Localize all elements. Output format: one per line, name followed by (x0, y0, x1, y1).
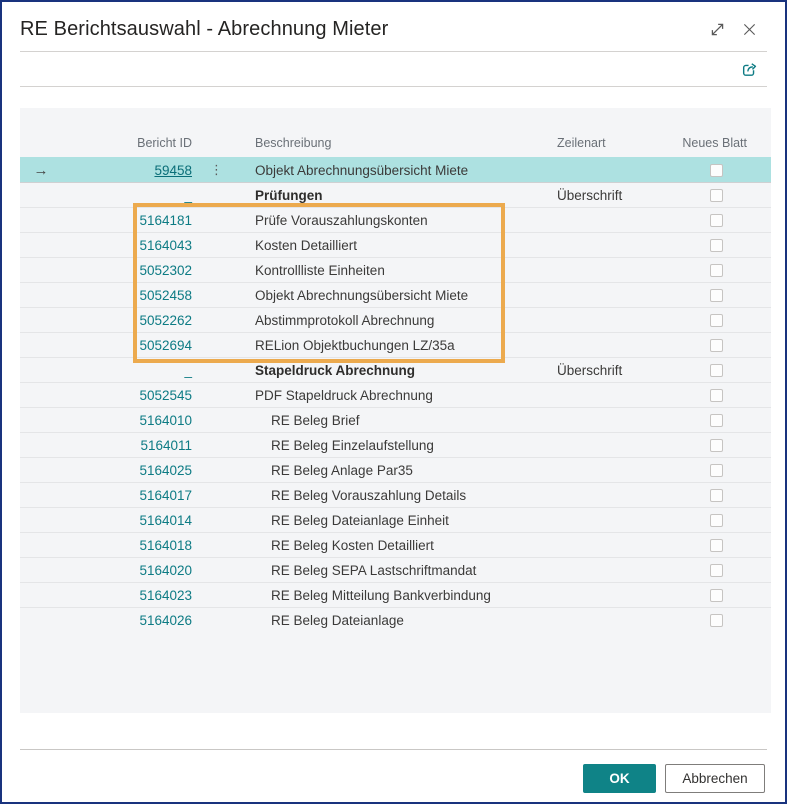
title-divider (20, 51, 767, 52)
neues-blatt-checkbox[interactable] (710, 238, 723, 252)
report-id-link[interactable]: 5164026 (139, 612, 192, 628)
report-id-link[interactable]: 59458 (154, 162, 192, 178)
report-id-link[interactable]: 5164020 (139, 562, 192, 578)
neues-blatt-checkbox[interactable] (710, 188, 723, 202)
neues-blatt-checkbox[interactable] (710, 488, 723, 502)
table-row[interactable]: _ Stapeldruck Abrechnung Überschrift (20, 357, 771, 382)
report-description: Kosten Detailliert (255, 237, 358, 253)
neues-blatt-checkbox[interactable] (710, 563, 723, 577)
report-table: Bericht ID Beschreibung Zeilenart Neues … (20, 108, 771, 713)
neues-blatt-checkbox[interactable] (710, 338, 723, 352)
report-id-link[interactable]: 5164010 (139, 412, 192, 428)
report-description: Prüfe Vorauszahlungskonten (255, 212, 428, 228)
report-description: RELion Objektbuchungen LZ/35a (255, 337, 455, 353)
footer-divider (20, 749, 767, 750)
report-description: RE Beleg Einzelaufstellung (271, 437, 434, 453)
table-row[interactable]: 5052262 Abstimmprotokoll Abrechnung (20, 307, 771, 332)
neues-blatt-checkbox[interactable] (710, 163, 723, 177)
report-id-link[interactable]: 5052545 (139, 387, 192, 403)
report-description: Abstimmprotokoll Abrechnung (255, 312, 435, 328)
expand-icon[interactable] (709, 21, 726, 38)
table-header-row: Bericht ID Beschreibung Zeilenart Neues … (20, 108, 771, 157)
report-description: RE Beleg SEPA Lastschriftmandat (271, 562, 477, 578)
close-icon[interactable] (742, 22, 757, 37)
neues-blatt-checkbox[interactable] (710, 588, 723, 602)
report-id-link[interactable]: 5052694 (139, 337, 192, 353)
toolbar-divider (20, 86, 767, 87)
table-row[interactable]: 5052458 Objekt Abrechnungsübersicht Miet… (20, 282, 771, 307)
table-row[interactable]: 5052545 PDF Stapeldruck Abrechnung (20, 382, 771, 407)
ok-button[interactable]: OK (583, 764, 656, 793)
neues-blatt-checkbox[interactable] (710, 463, 723, 477)
report-id-link[interactable]: 5164181 (139, 212, 192, 228)
table-row[interactable]: 5164026 RE Beleg Dateianlage (20, 607, 771, 632)
column-header-zeilenart[interactable]: Zeilenart (557, 136, 606, 150)
report-id-link[interactable]: 5164043 (139, 237, 192, 253)
table-row[interactable]: 5164043 Kosten Detailliert (20, 232, 771, 257)
table-row[interactable]: 5164017 RE Beleg Vorauszahlung Details (20, 482, 771, 507)
report-description: RE Beleg Vorauszahlung Details (271, 487, 467, 503)
column-header-bericht-id[interactable]: Bericht ID (137, 136, 192, 150)
neues-blatt-checkbox[interactable] (710, 213, 723, 227)
column-header-beschreibung[interactable]: Beschreibung (255, 136, 332, 150)
group-heading: Prüfungen (255, 187, 323, 203)
neues-blatt-checkbox[interactable] (710, 363, 723, 377)
table-row[interactable]: _ Prüfungen Überschrift (20, 182, 771, 207)
table-row[interactable]: 5164018 RE Beleg Kosten Detailliert (20, 532, 771, 557)
report-id-link[interactable]: 5052302 (139, 262, 192, 278)
table-row[interactable]: 5164023 RE Beleg Mitteilung Bankverbindu… (20, 582, 771, 607)
report-description: PDF Stapeldruck Abrechnung (255, 387, 433, 403)
neues-blatt-checkbox[interactable] (710, 538, 723, 552)
report-id-link[interactable]: 5052458 (139, 287, 192, 303)
table-row[interactable]: → 59458 ⋮ Objekt Abrechnungsübersicht Mi… (20, 157, 771, 182)
neues-blatt-checkbox[interactable] (710, 288, 723, 302)
table-row[interactable]: 5164011 RE Beleg Einzelaufstellung (20, 432, 771, 457)
table-row[interactable]: 5164025 RE Beleg Anlage Par35 (20, 457, 771, 482)
neues-blatt-checkbox[interactable] (710, 413, 723, 427)
cancel-button[interactable]: Abbrechen (665, 764, 765, 793)
neues-blatt-checkbox[interactable] (710, 438, 723, 452)
report-description: RE Beleg Dateianlage Einheit (271, 512, 449, 528)
table-row[interactable]: 5164020 RE Beleg SEPA Lastschriftmandat (20, 557, 771, 582)
report-description: RE Beleg Anlage Par35 (271, 462, 413, 478)
report-description: RE Beleg Mitteilung Bankverbindung (271, 587, 491, 603)
table-row[interactable]: 5164010 RE Beleg Brief (20, 407, 771, 432)
table-row[interactable]: 5052694 RELion Objektbuchungen LZ/35a (20, 332, 771, 357)
report-id-link[interactable]: _ (184, 362, 192, 378)
neues-blatt-checkbox[interactable] (710, 613, 723, 627)
report-description: RE Beleg Brief (271, 412, 360, 428)
report-id-link[interactable]: 5164014 (139, 512, 192, 528)
dialog-titlebar: RE Berichtsauswahl - Abrechnung Mieter (20, 18, 767, 41)
report-id-link[interactable]: 5164018 (139, 537, 192, 553)
report-id-link[interactable]: 5052262 (139, 312, 192, 328)
table-row[interactable]: 5052302 Kontrollliste Einheiten (20, 257, 771, 282)
report-description: Kontrollliste Einheiten (255, 262, 385, 278)
page-title: RE Berichtsauswahl - Abrechnung Mieter (20, 18, 389, 40)
neues-blatt-checkbox[interactable] (710, 388, 723, 402)
report-id-link[interactable]: 5164025 (139, 462, 192, 478)
table-row[interactable]: 5164014 RE Beleg Dateianlage Einheit (20, 507, 771, 532)
zeilenart-value: Überschrift (557, 187, 623, 203)
report-description: Objekt Abrechnungsübersicht Miete (255, 287, 469, 303)
table-row[interactable]: 5164181 Prüfe Vorauszahlungskonten (20, 207, 771, 232)
active-row-arrow-icon: → (33, 161, 49, 179)
neues-blatt-checkbox[interactable] (710, 263, 723, 277)
neues-blatt-checkbox[interactable] (710, 313, 723, 327)
share-icon[interactable] (740, 60, 759, 84)
zeilenart-value: Überschrift (557, 362, 623, 378)
more-options-icon[interactable]: ⋮ (210, 162, 224, 177)
report-id-link[interactable]: 5164023 (139, 587, 192, 603)
neues-blatt-checkbox[interactable] (710, 513, 723, 527)
column-header-neues-blatt[interactable]: Neues Blatt (682, 136, 747, 150)
report-id-link[interactable]: _ (184, 187, 192, 203)
report-description: Objekt Abrechnungsübersicht Miete (255, 162, 469, 178)
dialog-footer: OK Abbrechen (583, 764, 765, 793)
report-description: RE Beleg Dateianlage (271, 612, 404, 628)
report-id-link[interactable]: 5164011 (140, 437, 192, 453)
report-description: RE Beleg Kosten Detailliert (271, 537, 434, 553)
report-id-link[interactable]: 5164017 (139, 487, 192, 503)
group-heading: Stapeldruck Abrechnung (255, 362, 416, 378)
